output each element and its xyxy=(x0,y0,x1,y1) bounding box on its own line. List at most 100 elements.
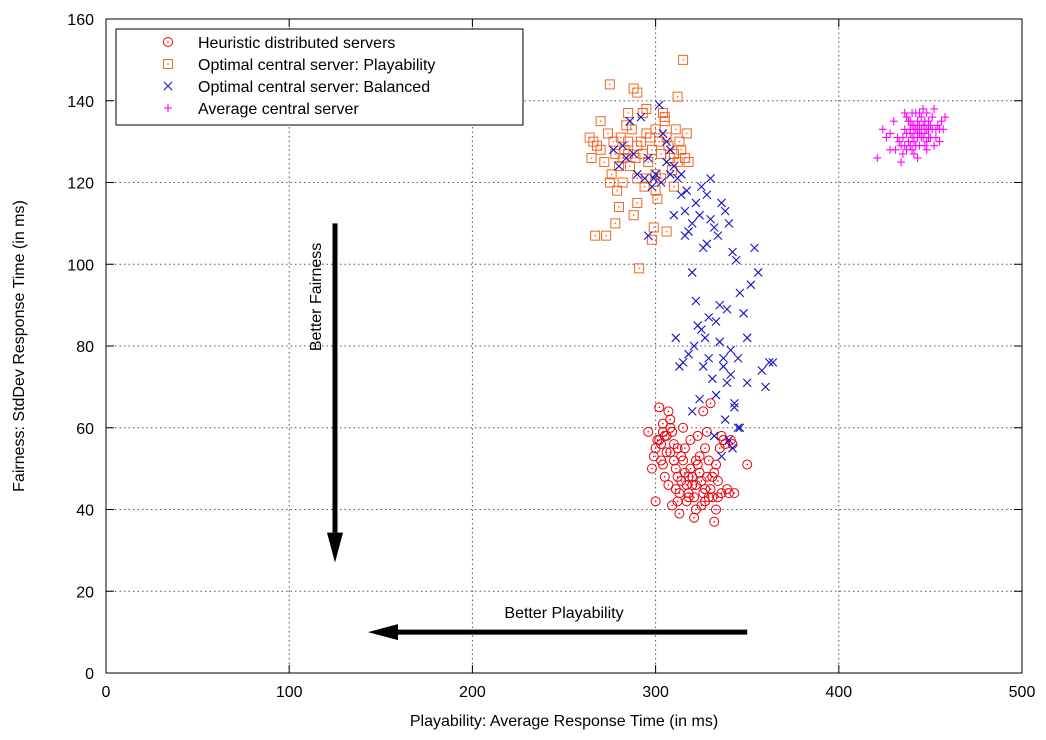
marker-square xyxy=(626,124,637,135)
data-point xyxy=(684,349,693,359)
marker-dot xyxy=(700,504,703,507)
data-point xyxy=(689,341,699,351)
y-tick-label: 0 xyxy=(85,666,94,683)
marker-stroke xyxy=(720,415,730,424)
marker-dot xyxy=(643,185,646,188)
marker-dot xyxy=(674,128,677,131)
marker-square xyxy=(652,193,663,204)
marker-stroke xyxy=(726,370,736,380)
marker-stroke xyxy=(629,149,639,159)
data-point xyxy=(898,133,907,142)
data-point xyxy=(909,149,918,158)
y-tick-label: 100 xyxy=(67,257,94,274)
marker-stroke xyxy=(715,300,725,310)
marker-stroke xyxy=(614,161,624,171)
marker-stroke xyxy=(731,255,741,265)
data-point xyxy=(742,378,752,388)
data-point xyxy=(902,145,911,154)
marker-dot xyxy=(676,476,679,478)
x-tick-label: 500 xyxy=(1009,684,1036,701)
data-point xyxy=(695,210,704,220)
annotation-arrow-head xyxy=(327,532,343,563)
data-point xyxy=(665,145,675,155)
marker-stroke xyxy=(722,378,732,388)
data-point xyxy=(913,125,922,134)
data-point xyxy=(626,124,637,135)
data-point xyxy=(720,415,730,424)
marker-ring xyxy=(681,496,692,507)
marker-square xyxy=(599,157,610,168)
marker-ring xyxy=(742,459,753,470)
marker-dot xyxy=(641,153,644,155)
marker-stroke xyxy=(643,231,653,241)
marker-square xyxy=(604,177,615,188)
marker-ring xyxy=(650,443,661,454)
data-point xyxy=(724,218,734,228)
data-point xyxy=(731,255,741,265)
data-point xyxy=(665,447,676,458)
marker-stroke xyxy=(682,186,692,196)
marker-stroke xyxy=(618,141,628,151)
data-point xyxy=(632,197,643,208)
data-point xyxy=(735,423,745,433)
marker-ring xyxy=(723,488,734,499)
data-point xyxy=(711,459,722,470)
data-point xyxy=(647,182,657,191)
marker-ring xyxy=(707,471,718,482)
data-point xyxy=(636,112,646,122)
data-point xyxy=(709,516,720,527)
data-point xyxy=(659,471,670,482)
data-point xyxy=(634,263,645,274)
data-point xyxy=(696,500,707,511)
data-point xyxy=(674,508,685,519)
data-point xyxy=(733,423,743,433)
data-point xyxy=(753,268,763,277)
data-point xyxy=(697,182,706,191)
data-point xyxy=(687,479,698,490)
data-point xyxy=(724,435,734,445)
data-point xyxy=(691,296,701,306)
marker-square xyxy=(641,173,652,184)
marker-stroke xyxy=(687,407,697,416)
marker-stroke xyxy=(669,161,679,171)
marker-stroke xyxy=(715,337,725,347)
data-point xyxy=(680,231,690,241)
marker-dot xyxy=(700,480,703,482)
data-point xyxy=(711,504,722,515)
marker-dot xyxy=(711,476,714,478)
data-point xyxy=(707,471,718,482)
marker-stroke xyxy=(689,341,699,351)
marker-dot xyxy=(733,492,736,494)
data-point xyxy=(700,484,711,495)
marker-stroke xyxy=(647,182,657,191)
marker-dot xyxy=(746,463,748,466)
marker-dot xyxy=(645,177,648,180)
marker-dot xyxy=(647,161,650,163)
marker-dot xyxy=(718,447,721,449)
data-point xyxy=(599,157,610,168)
marker-ring xyxy=(696,500,707,511)
data-point xyxy=(723,488,734,499)
marker-dot xyxy=(667,410,670,413)
data-point xyxy=(671,333,681,343)
data-point xyxy=(873,153,882,162)
marker-ring xyxy=(676,451,687,462)
data-point xyxy=(933,121,942,130)
data-point xyxy=(882,133,891,142)
data-point xyxy=(678,54,689,65)
marker-stroke xyxy=(768,357,778,367)
data-point xyxy=(928,125,937,134)
data-point xyxy=(711,390,721,400)
data-point xyxy=(906,125,915,134)
data-point xyxy=(674,136,685,147)
marker-dot xyxy=(669,451,672,454)
data-point xyxy=(742,459,753,470)
marker-ring xyxy=(683,471,694,482)
marker-dot xyxy=(713,520,716,523)
marker-ring xyxy=(650,496,661,507)
marker-stroke xyxy=(746,280,756,290)
marker-stroke xyxy=(704,353,714,363)
data-point xyxy=(692,430,703,441)
marker-dot xyxy=(636,202,639,204)
marker-square xyxy=(672,91,683,102)
